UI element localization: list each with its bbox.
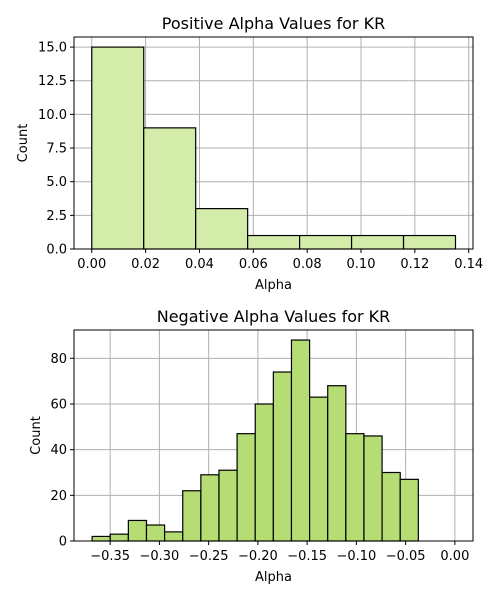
y-tick-label: 5.0 [46, 175, 67, 190]
histogram-bar [182, 490, 202, 542]
histogram-bar [145, 524, 166, 542]
x-tick-label: 0.10 [347, 257, 376, 272]
x-tick-label: 0.00 [440, 549, 469, 564]
histogram-bar [247, 234, 301, 250]
x-tick-label: 0.12 [400, 257, 429, 272]
histogram-bar [91, 535, 111, 542]
y-tick-label: 40 [50, 443, 67, 458]
histogram-bar [327, 385, 347, 542]
histogram-bar [200, 474, 220, 542]
x-tick-label: −0.20 [238, 549, 278, 564]
histogram-bar [254, 403, 274, 542]
histogram-bar [195, 208, 249, 250]
x-tick-label: −0.10 [336, 549, 376, 564]
histogram-bar [164, 531, 184, 542]
x-tick-label: 0.04 [185, 257, 214, 272]
histogram-bar [345, 433, 365, 542]
x-tick-label: 0.02 [131, 257, 160, 272]
y-tick-label: 12.5 [38, 74, 67, 89]
histogram-bar [109, 533, 129, 542]
histogram-bar [350, 234, 405, 250]
x-tick-label: −0.15 [287, 549, 327, 564]
x-tick-label: 0.14 [454, 257, 483, 272]
y-tick-label: 10.0 [38, 108, 67, 123]
histogram-bar [381, 471, 401, 542]
y-tick-label: 80 [50, 352, 67, 367]
chart-title: Positive Alpha Values for KR [162, 14, 385, 33]
y-tick-label: 20 [50, 489, 67, 504]
x-axis-label: Alpha [255, 278, 292, 293]
x-tick-label: −0.30 [139, 549, 179, 564]
positive-alpha-histogram: Positive Alpha Values for KR Alpha Count… [16, 14, 483, 293]
bars [91, 46, 457, 250]
histogram-bar [308, 396, 329, 542]
x-axis-label: Alpha [255, 570, 292, 585]
histogram-bar [236, 433, 256, 542]
histogram-bar [91, 46, 145, 250]
x-tick-label: −0.25 [189, 549, 229, 564]
histogram-bar [299, 234, 353, 250]
histogram-bar [290, 339, 311, 542]
y-axis-label: Count [16, 124, 31, 163]
y-tick-label: 7.5 [46, 142, 67, 157]
histogram-bar [127, 519, 148, 542]
y-tick-label: 0.0 [46, 243, 67, 258]
y-tick-label: 2.5 [46, 209, 67, 224]
x-tick-label: 0.06 [239, 257, 268, 272]
axes-frame [73, 329, 474, 542]
x-tick-label: 0.00 [77, 257, 106, 272]
x-tick-label: 0.08 [293, 257, 322, 272]
bars [91, 339, 419, 542]
histogram-bar [402, 234, 457, 250]
histogram-bar [399, 478, 419, 542]
y-tick-label: 60 [50, 397, 67, 412]
axes-frame [73, 36, 474, 250]
x-tick-label: −0.05 [386, 549, 426, 564]
x-tick-label: −0.35 [90, 549, 130, 564]
histogram-bar [218, 469, 238, 542]
chart-title: Negative Alpha Values for KR [157, 307, 391, 326]
histogram-bar [143, 127, 197, 250]
histogram-bar [272, 371, 293, 542]
negative-alpha-histogram: Negative Alpha Values for KR Alpha Count… [29, 307, 474, 585]
y-axis-label: Count [29, 416, 44, 455]
histogram-bar [363, 435, 383, 542]
y-tick-label: 15.0 [38, 41, 67, 56]
y-tick-label: 0 [59, 535, 67, 550]
